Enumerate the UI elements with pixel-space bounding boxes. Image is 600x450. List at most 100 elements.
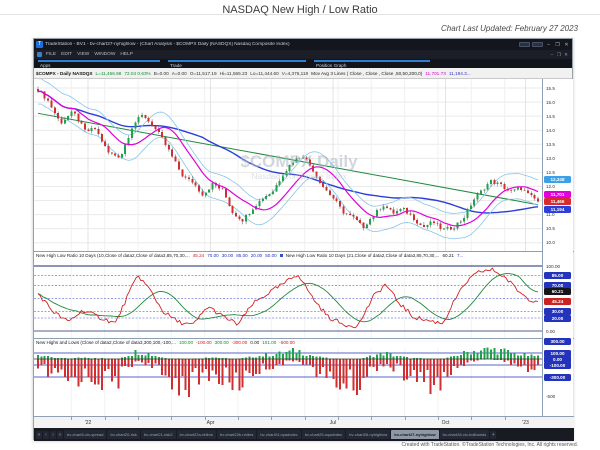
axis-tick-label: 15.0 xyxy=(546,99,555,105)
axis-tick-label: 10.5 xyxy=(546,226,555,232)
axis-value-badge: 85.00 xyxy=(544,272,571,280)
chart-header: $COMPX - Daily NASDQX L=11,466.98 72.04 … xyxy=(34,68,572,79)
ratio21-label: New High Low Ratio 10 Days (21,Close of … xyxy=(285,253,440,258)
last-price-label: L=11,466.98 xyxy=(95,70,122,76)
axis-tick-label: 12.5 xyxy=(546,169,555,175)
time-axis-label-Oct: Oct xyxy=(441,420,450,426)
indicator-value: 100.00 xyxy=(178,340,194,345)
tradestation-window: T TradeStation - BV1 - bv-chart27-nyhigh… xyxy=(33,38,574,441)
indicator-value: 30.00 xyxy=(221,253,234,258)
new-workspace-tab-button[interactable]: + xyxy=(490,430,497,439)
ratio-panel-chart[interactable] xyxy=(34,251,542,338)
histogram-panel-chart[interactable] xyxy=(34,338,542,416)
child-restore-button[interactable]: ❒ xyxy=(556,51,562,57)
high-label: Hi=11,565.23 xyxy=(219,70,248,76)
child-minimize-button[interactable]: – xyxy=(550,51,554,57)
bid-label: B=0.00 xyxy=(153,70,169,76)
axis-value-badge: 100.00 xyxy=(544,349,571,357)
panel-separator-1 xyxy=(34,251,574,252)
toolbar-tab-apps[interactable]: Apps xyxy=(36,59,162,68)
workspace-tab-bv-chart22b-nhlbrs[interactable]: bv-chart22b-nhlbrs xyxy=(216,430,257,439)
titlebar-extra-button-2[interactable] xyxy=(532,42,543,47)
panel-separator-2 xyxy=(34,338,574,339)
menu-help[interactable]: HELP xyxy=(120,52,133,57)
indicator-value: 0.00 xyxy=(250,340,260,345)
tabs-scroll-first[interactable]: « xyxy=(36,430,42,439)
workspace-tab-bv-chart5-vix-spread[interactable]: bv-chart5-vix-spread xyxy=(64,430,107,439)
time-axis-label-23: '23 xyxy=(522,420,529,426)
toolbar-tab-position-graph[interactable]: Position Graph xyxy=(312,59,432,68)
axis-value-badge: 0.00 xyxy=(544,355,571,363)
axis-tick-label: 11.0 xyxy=(546,212,555,218)
credit-line: Created with TradeStation. ©TradeStation… xyxy=(401,442,578,448)
indicator-value: 101.00 xyxy=(262,340,277,345)
axis-tick-label: 13.0 xyxy=(546,155,555,161)
indicator-value: -100.00 xyxy=(196,340,212,345)
menu-view[interactable]: VIEW xyxy=(77,52,90,57)
close-button[interactable]: ✕ xyxy=(564,41,569,48)
axis-value-badge: 11,466 xyxy=(544,197,571,205)
axis-value-badge: 60.21 xyxy=(544,288,571,296)
minimize-button[interactable]: – xyxy=(547,41,550,48)
time-axis-label-Apr: Apr xyxy=(206,420,215,426)
page-title: NASDAQ New High / Low Ratio xyxy=(222,4,378,16)
axis-tick-label: 12.0 xyxy=(546,183,555,189)
time-axis-tick xyxy=(371,417,373,420)
tradestation-logo-icon: T xyxy=(36,41,43,48)
axis-value-badge: 20.00 xyxy=(544,314,571,322)
time-axis-tick xyxy=(71,417,73,420)
axis-value-badge: 70.00 xyxy=(544,282,571,289)
svg-text:$COMPX Daily: $COMPX Daily xyxy=(240,152,358,171)
menu-items: FILE EDIT VIEW WINDOW HELP xyxy=(46,52,133,57)
axis-tick-label: 14.5 xyxy=(546,113,555,119)
workspace-tab-bv-chart25-nqadvdec[interactable]: bv-chart25-nqadvdec xyxy=(301,430,346,439)
maximize-button[interactable]: ❒ xyxy=(555,41,560,48)
axis-tick-label: 100.00 xyxy=(546,263,561,269)
window-titlebar: T TradeStation - BV1 - bv-chart27-nyhigh… xyxy=(34,39,572,50)
indicator-value: 70.00 xyxy=(207,253,219,258)
time-axis-tick xyxy=(438,417,439,420)
chart-app-icon xyxy=(37,52,42,57)
menu-window[interactable]: WINDOW xyxy=(94,52,116,57)
tabs-scroll-next[interactable]: › xyxy=(50,430,56,439)
tabs-scroll-prev[interactable]: ‹ xyxy=(43,430,49,439)
indicator-value: 60.21 xyxy=(442,253,454,258)
axis-value-badge: 45.24 xyxy=(544,298,571,306)
titlebar-extra-button-1[interactable] xyxy=(519,42,530,47)
axis-value-badge: 11,701 xyxy=(544,191,571,199)
time-axis-tick xyxy=(238,417,239,420)
time-axis-tick xyxy=(104,417,106,420)
workspace-tab-bv-chart24-nyadvdec[interactable]: bv-chart24-nyadvdec xyxy=(257,430,301,439)
axis-value-badge: -100.00 xyxy=(544,361,571,369)
workspace-tab-bv-chart20-risk[interactable]: bv-chart20-risk xyxy=(107,430,140,439)
last-updated-label: Chart Last Updated: February 27 2023 xyxy=(441,24,578,33)
ratio-panel-label-row: New High Low Ratio 10 Days (10,Close of … xyxy=(34,251,542,260)
axis-tick-label: 0.00 xyxy=(546,328,555,334)
time-axis-tick xyxy=(171,417,173,420)
tabs-scroll-last[interactable]: » xyxy=(57,430,63,439)
indicator-value: 300.00 xyxy=(214,340,229,345)
workspace-tab-bv-chart28-vix-bollbands[interactable]: bv-chart28-vix-bollbands xyxy=(439,430,490,439)
axis-tick-label: 10.0 xyxy=(546,240,555,246)
symbol-label: $COMPX - Daily NASDQX xyxy=(36,70,93,76)
indicator-value: 85.00 xyxy=(236,253,248,258)
child-close-button[interactable]: ✕ xyxy=(564,51,568,57)
workspace-tab-strip: «‹ ›» bv-chart5-vix-spread bv-chart20-risk b… xyxy=(34,428,574,441)
indicator-value: -300.00 xyxy=(231,340,248,345)
workspace-tab-bv-chart22a-nhlbrs[interactable]: bv-chart22a-nhlbrs xyxy=(176,430,216,439)
menu-file[interactable]: FILE xyxy=(46,52,57,57)
menu-edit[interactable]: EDIT xyxy=(61,52,73,57)
open-label: O=11,517.19 xyxy=(189,70,217,76)
axis-tick-label: 15.5 xyxy=(546,85,555,91)
window-title: TradeStation - BV1 - bv-chart27-nyhighlo… xyxy=(45,42,290,47)
time-axis-tick xyxy=(271,417,273,420)
workspace-tab-bv-chart21-risk2[interactable]: bv-chart21-risk2 xyxy=(140,430,176,439)
newhighslows-label: New Highs and Lows (Close of data2,Close… xyxy=(36,340,176,345)
toolbar-tab-trade[interactable]: Trade xyxy=(166,59,308,68)
titlebar-buttons: – ❒ ✕ xyxy=(519,42,570,48)
workspace-tab-bv-chart27-nyhighlow[interactable]: bv-chart27-nyhighlow xyxy=(391,430,439,439)
time-axis-label-22: '22 xyxy=(84,420,92,426)
workspace-tab-bv-chart26-nyhighlow[interactable]: bv-chart26-nyhighlow xyxy=(346,430,391,439)
toolbar-tabs-row: Apps Trade Position Graph xyxy=(34,59,572,68)
